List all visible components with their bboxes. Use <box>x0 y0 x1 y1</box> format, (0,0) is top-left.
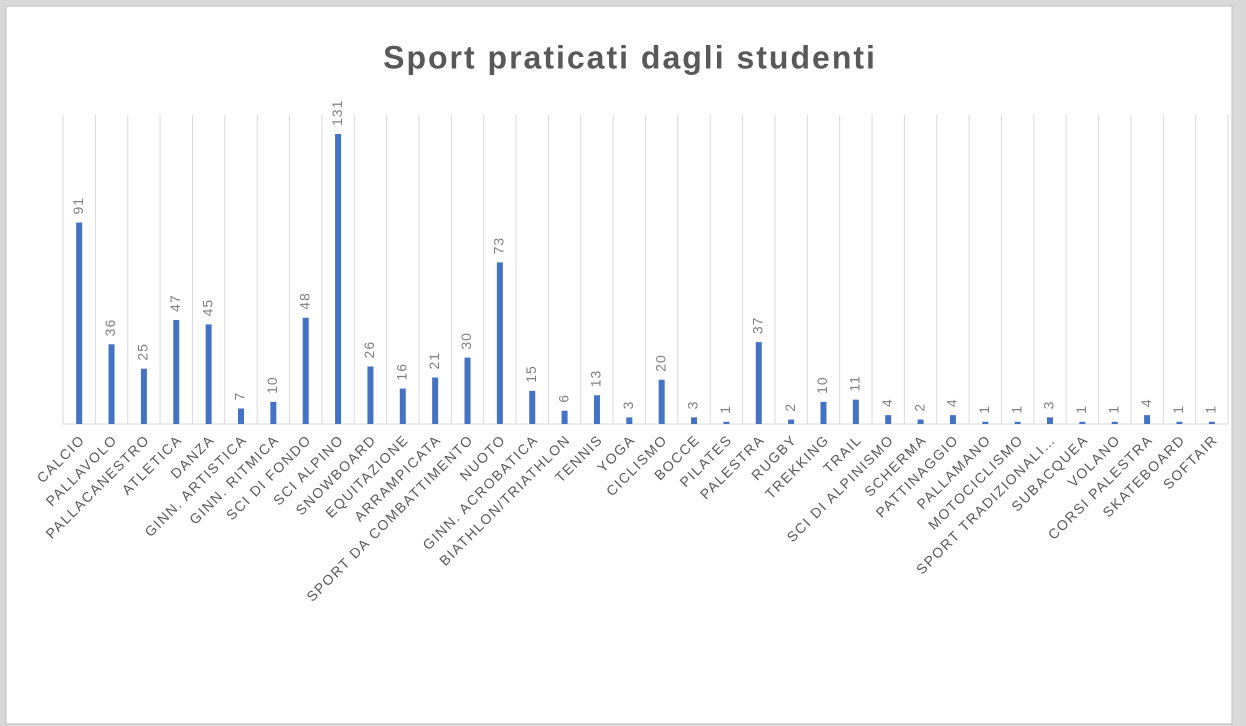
data-label: 4 <box>1138 398 1154 407</box>
bar <box>302 317 309 424</box>
data-label: 2 <box>782 403 798 412</box>
bar <box>593 395 600 424</box>
data-label: 1 <box>1203 405 1219 414</box>
data-label: 25 <box>135 343 151 361</box>
chart-title: Sport praticati dagli studenti <box>383 39 877 75</box>
data-label: 3 <box>620 401 636 410</box>
bar <box>399 388 406 424</box>
bar <box>367 366 374 424</box>
data-label: 7 <box>232 392 248 401</box>
data-label: 73 <box>491 237 507 255</box>
bar <box>205 324 212 424</box>
data-label: 6 <box>555 394 571 403</box>
bar <box>529 390 536 424</box>
data-label: 30 <box>458 332 474 350</box>
bar <box>464 357 471 424</box>
bar <box>626 417 633 424</box>
bar <box>1208 421 1215 424</box>
bar <box>788 419 795 424</box>
data-label: 36 <box>102 319 118 337</box>
data-label: 1 <box>717 405 733 414</box>
data-label: 48 <box>296 292 312 310</box>
bar <box>917 419 924 424</box>
bar <box>432 377 439 424</box>
data-label: 37 <box>749 317 765 335</box>
data-label: 131 <box>329 100 345 126</box>
data-label: 4 <box>944 398 960 407</box>
bar <box>1079 421 1086 424</box>
bar <box>1014 421 1021 424</box>
bar <box>270 401 277 424</box>
data-label: 1 <box>1105 405 1121 414</box>
bar <box>108 344 115 424</box>
data-label: 4 <box>879 398 895 407</box>
data-label: 2 <box>911 403 927 412</box>
bar <box>1144 415 1151 424</box>
data-label: 3 <box>1041 401 1057 410</box>
bar <box>852 399 859 424</box>
bar <box>691 417 698 424</box>
data-label: 1 <box>1073 405 1089 414</box>
bar <box>755 342 762 424</box>
data-label: 20 <box>652 354 668 372</box>
bar <box>1176 421 1183 424</box>
bar <box>820 401 827 424</box>
bar <box>1111 421 1118 424</box>
data-label: 45 <box>199 299 215 317</box>
data-label: 21 <box>426 352 442 370</box>
data-label: 1 <box>976 405 992 414</box>
bar <box>237 408 244 424</box>
bar <box>496 262 503 424</box>
bar <box>982 421 989 424</box>
bar <box>561 410 568 424</box>
data-label: 91 <box>70 197 86 215</box>
bar <box>885 415 892 424</box>
data-label: 10 <box>814 376 830 394</box>
bar <box>723 421 730 424</box>
data-label: 1 <box>1170 405 1186 414</box>
data-label: 47 <box>167 294 183 312</box>
bar <box>1047 417 1054 424</box>
data-label: 10 <box>264 376 280 394</box>
data-label: 13 <box>588 370 604 388</box>
data-label: 1 <box>1008 405 1024 414</box>
chart-area <box>5 5 1233 725</box>
bar <box>140 368 147 424</box>
data-label: 3 <box>685 401 701 410</box>
bar <box>76 222 83 424</box>
data-label: 11 <box>847 375 863 392</box>
data-label: 16 <box>393 363 409 381</box>
data-label: 15 <box>523 365 539 383</box>
bar <box>335 134 342 424</box>
bar <box>949 415 956 424</box>
data-label: 26 <box>361 341 377 359</box>
bar <box>173 319 180 424</box>
bar <box>658 379 665 424</box>
